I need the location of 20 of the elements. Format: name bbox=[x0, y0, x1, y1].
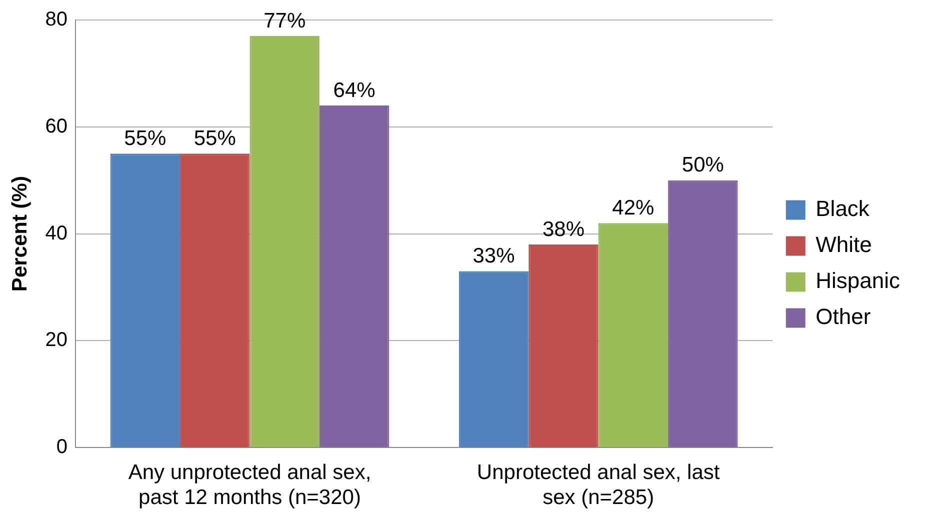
data-label: 77% bbox=[264, 9, 306, 32]
y-tick-label: 0 bbox=[56, 436, 68, 458]
y-tick-label: 20 bbox=[45, 329, 68, 352]
y-axis-title: Percent (%) bbox=[8, 176, 32, 292]
x-tick-label: Any unprotected anal sex, past 12 months (n=320) bbox=[128, 460, 372, 510]
x-tick-label: Unprotected anal sex, last sex (n=285) bbox=[476, 460, 720, 510]
data-label: 33% bbox=[472, 244, 515, 268]
legend-label: Hispanic bbox=[816, 268, 900, 294]
data-label: 64% bbox=[333, 78, 376, 102]
y-tick-label: 60 bbox=[45, 115, 68, 138]
data-label: 42% bbox=[612, 196, 654, 220]
legend-label: Black bbox=[816, 196, 870, 222]
y-tick-label: 80 bbox=[45, 8, 68, 31]
data-label: 55% bbox=[194, 126, 236, 150]
data-label: 55% bbox=[124, 126, 166, 150]
data-label: 38% bbox=[542, 218, 584, 241]
y-tick-label: 40 bbox=[45, 222, 68, 244]
legend-label: White bbox=[816, 232, 872, 258]
legend-label: Other bbox=[816, 304, 871, 330]
data-label: 50% bbox=[682, 154, 724, 177]
